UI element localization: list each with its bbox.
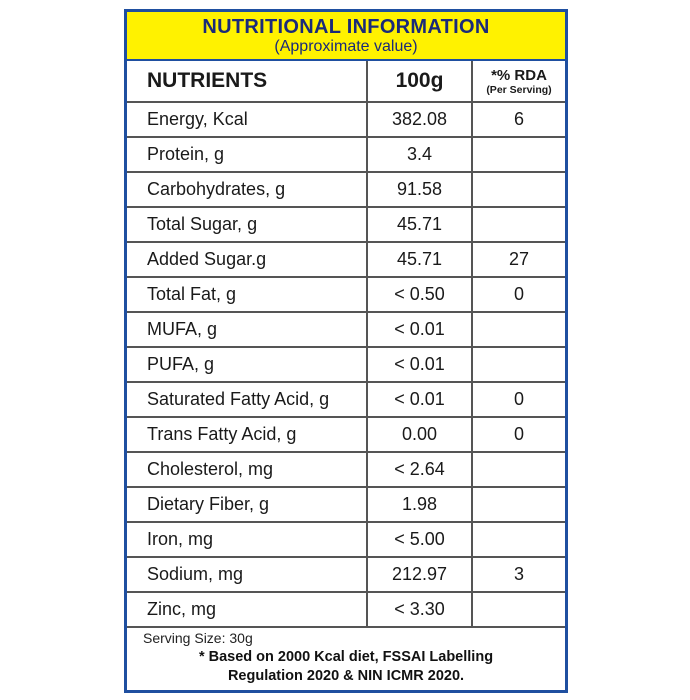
title: NUTRITIONAL INFORMATION [202, 16, 490, 38]
empty-cell [473, 173, 565, 208]
empty-cell [473, 348, 565, 383]
rda-value: 27 [473, 243, 565, 278]
nutrient-name: Protein, g [127, 138, 368, 173]
nutrient-name: Added Sugar.g [127, 243, 368, 278]
value-per-100g: 0.00 [368, 418, 473, 453]
rda-value: 0 [473, 383, 565, 418]
nutrient-name: PUFA, g [127, 348, 368, 383]
column-header: NUTRIENTS [127, 61, 368, 103]
rda-value: 0 [473, 418, 565, 453]
nutrient-name: Sodium, mg [127, 558, 368, 593]
nutrient-name: MUFA, g [127, 313, 368, 348]
nutrient-name: Saturated Fatty Acid, g [127, 383, 368, 418]
rda-header-note: (Per Serving) [486, 83, 552, 96]
value-per-100g: < 0.01 [368, 383, 473, 418]
value-per-100g: 212.97 [368, 558, 473, 593]
value-per-100g: 1.98 [368, 488, 473, 523]
label-header: NUTRITIONAL INFORMATION (Approximate val… [127, 12, 565, 61]
rda-value: 6 [473, 103, 565, 138]
empty-cell [473, 593, 565, 628]
footer: Serving Size: 30g * Based on 2000 Kcal d… [127, 630, 565, 686]
value-per-100g: < 3.30 [368, 593, 473, 628]
rda-value: 3 [473, 558, 565, 593]
value-per-100g: 3.4 [368, 138, 473, 173]
nutrient-name: Iron, mg [127, 523, 368, 558]
empty-cell [473, 523, 565, 558]
subtitle: (Approximate value) [274, 38, 418, 55]
empty-cell [473, 138, 565, 173]
nutrient-name: Dietary Fiber, g [127, 488, 368, 523]
column-header: *% RDA (Per Serving) [473, 61, 565, 103]
column-header: 100g [368, 61, 473, 103]
value-per-100g: 45.71 [368, 243, 473, 278]
rda-value: 0 [473, 278, 565, 313]
empty-cell [473, 453, 565, 488]
nutrient-name: Energy, Kcal [127, 103, 368, 138]
rda-header: *% RDA [491, 66, 547, 84]
serving-size: Serving Size: 30g [143, 630, 253, 646]
value-per-100g: < 2.64 [368, 453, 473, 488]
value-per-100g: 91.58 [368, 173, 473, 208]
footnote-line: Regulation 2020 & NIN ICMR 2020. [227, 668, 465, 684]
footnote: * Based on 2000 Kcal diet, FSSAI Labelli… [127, 648, 565, 686]
nutrient-name: Cholesterol, mg [127, 453, 368, 488]
nutrition-label: NUTRITIONAL INFORMATION (Approximate val… [124, 9, 568, 693]
value-per-100g: < 5.00 [368, 523, 473, 558]
empty-cell [473, 313, 565, 348]
nutrient-name: Zinc, mg [127, 593, 368, 628]
nutrient-name: Trans Fatty Acid, g [127, 418, 368, 453]
nutrient-name: Total Fat, g [127, 278, 368, 313]
value-per-100g: 45.71 [368, 208, 473, 243]
value-per-100g: < 0.50 [368, 278, 473, 313]
value-per-100g: < 0.01 [368, 348, 473, 383]
nutrient-name: Carbohydrates, g [127, 173, 368, 208]
empty-cell [473, 488, 565, 523]
empty-cell [473, 208, 565, 243]
footnote-line: * Based on 2000 Kcal diet, FSSAI Labelli… [198, 649, 494, 665]
value-per-100g: 382.08 [368, 103, 473, 138]
nutrient-name: Total Sugar, g [127, 208, 368, 243]
value-per-100g: < 0.01 [368, 313, 473, 348]
